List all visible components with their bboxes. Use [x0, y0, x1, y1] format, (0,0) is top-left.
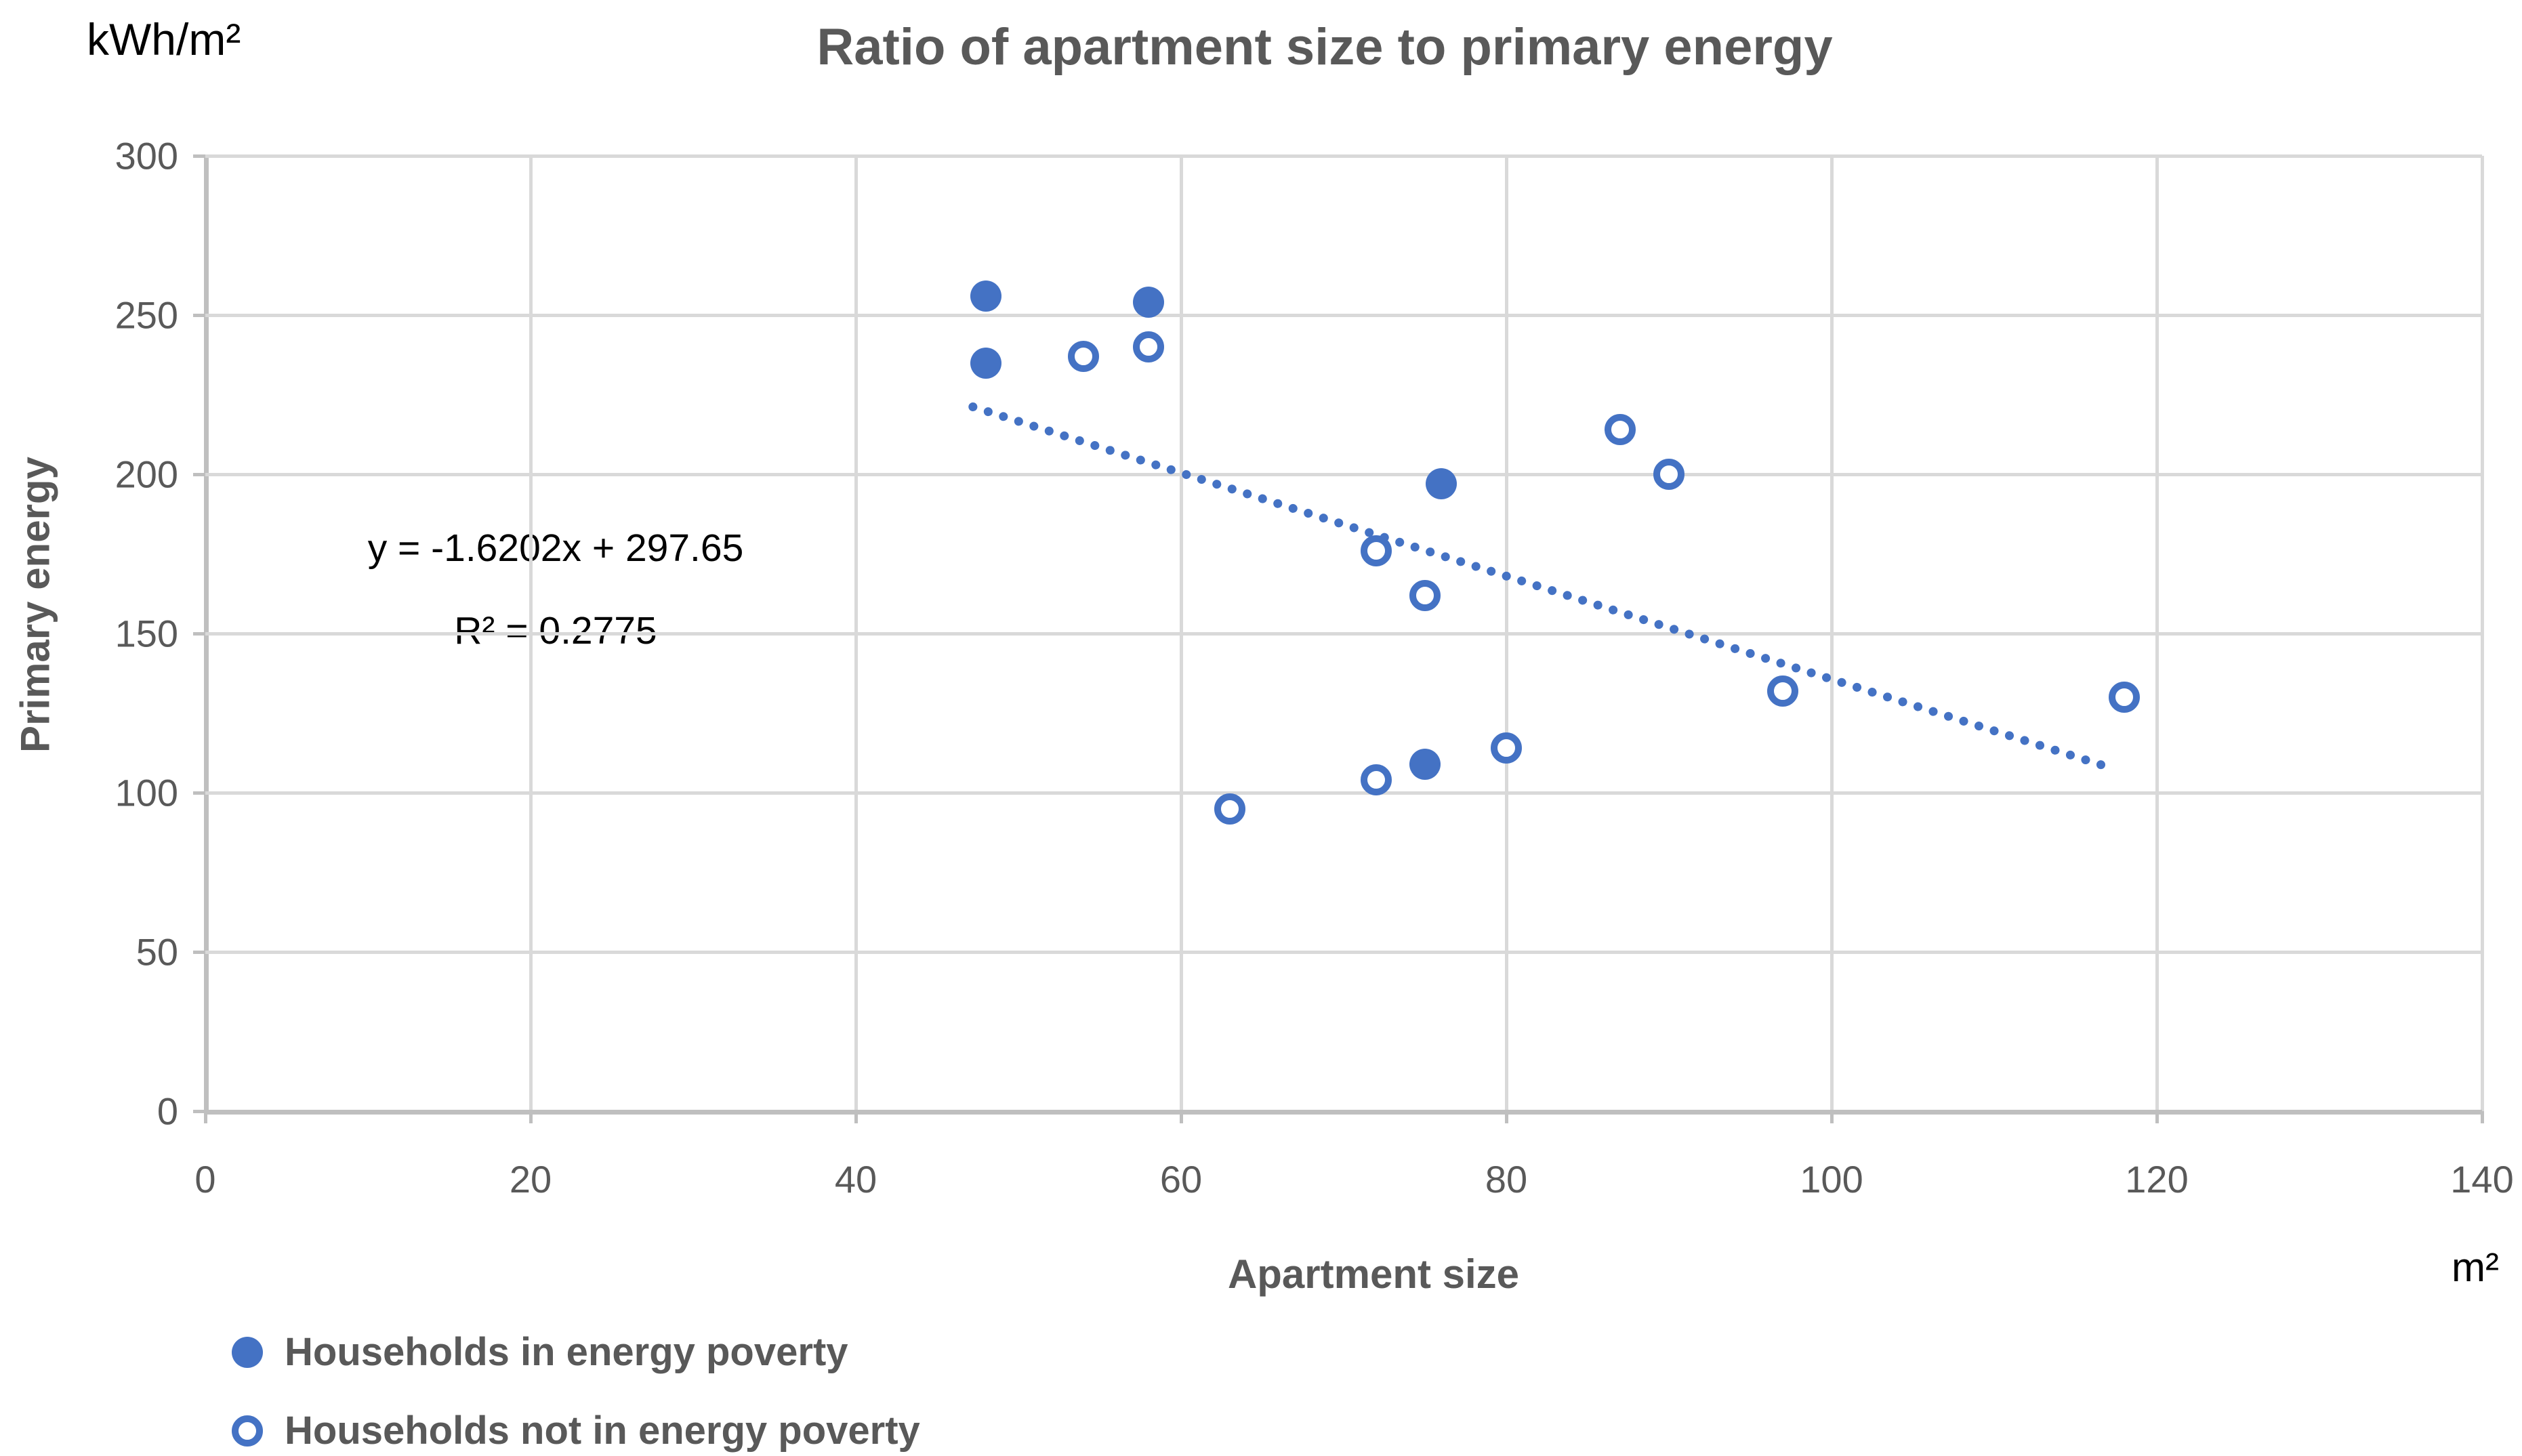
gridline-vertical [2480, 156, 2484, 1111]
legend-item-energy-poverty: Households in energy poverty [232, 1329, 848, 1375]
gridline-horizontal [205, 791, 2482, 795]
y-tick-label: 200 [115, 453, 178, 496]
y-tick-mark [193, 154, 205, 158]
data-point-not-energy-poverty [1491, 732, 1522, 764]
gridline-horizontal [205, 631, 2482, 636]
x-tick-mark [2155, 1111, 2159, 1123]
data-point-not-energy-poverty [1133, 331, 1164, 362]
x-tick-label: 0 [194, 1158, 216, 1201]
x-axis-unit-label: m² [2452, 1245, 2499, 1290]
x-tick-mark [1179, 1111, 1183, 1123]
data-point-not-energy-poverty [2109, 682, 2140, 713]
y-tick-mark [193, 631, 205, 636]
data-point-energy-poverty [970, 280, 1001, 312]
legend-item-not-energy-poverty: Households not in energy poverty [232, 1408, 920, 1453]
legend-label: Households in energy poverty [285, 1330, 848, 1374]
data-point-not-energy-poverty [1605, 414, 1636, 446]
gridline-horizontal [205, 950, 2482, 954]
trendline-r2-line: R² = 0.2775 [454, 609, 657, 652]
data-point-not-energy-poverty [1214, 793, 1245, 825]
y-tick-mark [193, 950, 205, 954]
data-point-not-energy-poverty [1068, 341, 1099, 373]
x-tick-label: 60 [1159, 1158, 1203, 1201]
x-axis-title: Apartment size [1227, 1251, 1520, 1297]
data-point-energy-poverty [970, 347, 1001, 379]
x-tick-mark [854, 1111, 858, 1123]
x-tick-label: 80 [1485, 1158, 1528, 1201]
x-tick-mark [203, 1111, 207, 1123]
y-tick-mark [193, 1109, 205, 1113]
chart-title: Ratio of apartment size to primary energ… [816, 18, 1833, 76]
data-point-not-energy-poverty [1409, 579, 1441, 611]
y-tick-mark [193, 791, 205, 795]
gridline-horizontal [205, 154, 2482, 158]
data-point-not-energy-poverty [1767, 675, 1798, 707]
plot-area: y = -1.6202x + 297.65 R² = 0.2775 0 20 40 6… [115, 135, 2514, 1201]
gridline-horizontal [205, 313, 2482, 317]
y-tick-label: 150 [115, 612, 178, 655]
y-tick-mark [193, 472, 205, 476]
y-tick-label: 250 [115, 293, 178, 337]
y-tick-label: 300 [115, 134, 178, 178]
x-axis-line [205, 1109, 2482, 1115]
trendline-equation-line: y = -1.6202x + 297.65 [367, 526, 744, 570]
x-tick-label: 120 [2125, 1158, 2189, 1201]
x-tick-mark [2480, 1111, 2484, 1123]
data-point-not-energy-poverty [1361, 764, 1392, 796]
x-tick-label: 20 [509, 1158, 552, 1201]
trendline-equation: y = -1.6202x + 297.65 R² = 0.2775 [368, 507, 744, 672]
trendline [968, 402, 2120, 774]
y-axis-unit-label: kWh/m² [87, 14, 241, 64]
data-point-not-energy-poverty [1653, 459, 1684, 490]
gridline-horizontal [205, 472, 2482, 476]
x-tick-label: 140 [2450, 1158, 2514, 1201]
legend-label: Households not in energy poverty [285, 1409, 920, 1453]
legend-open-circle-icon [232, 1415, 263, 1447]
x-tick-mark [1830, 1111, 1834, 1123]
data-point-energy-poverty [1409, 748, 1441, 780]
legend-filled-circle-icon [232, 1336, 263, 1368]
data-point-energy-poverty [1133, 287, 1164, 318]
data-point-energy-poverty [1426, 468, 1457, 500]
y-tick-label: 0 [157, 1089, 178, 1133]
x-tick-label: 100 [1800, 1158, 1863, 1201]
y-tick-label: 100 [115, 771, 178, 814]
y-tick-mark [193, 313, 205, 317]
x-tick-label: 40 [834, 1158, 877, 1201]
x-tick-mark [1504, 1111, 1508, 1123]
y-tick-label: 50 [136, 930, 178, 974]
x-tick-mark [529, 1111, 533, 1123]
